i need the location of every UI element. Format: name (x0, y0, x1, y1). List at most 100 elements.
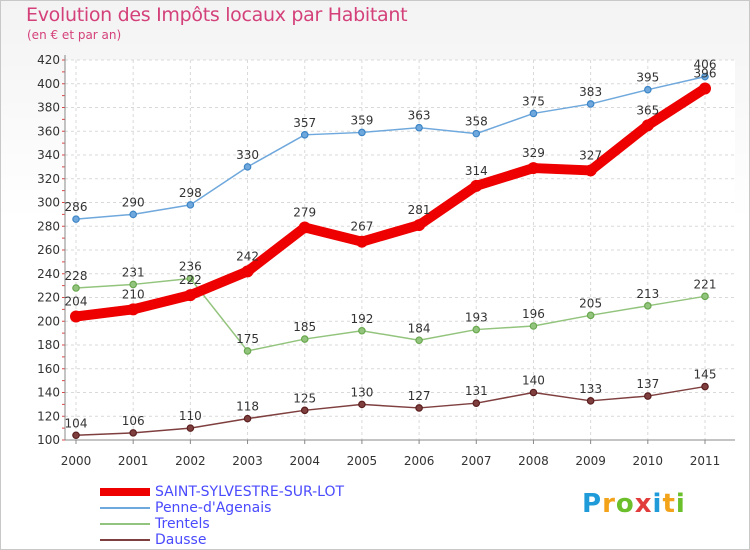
data-label-penne-d-agenais: 395 (636, 71, 659, 85)
y-tick-label: 340 (37, 148, 60, 162)
data-point-dausse (72, 431, 80, 440)
data-point-dausse (129, 429, 137, 437)
data-point-trentels (415, 336, 423, 345)
data-point-penne-d-agenais (186, 201, 195, 209)
data-label-trentels: 231 (122, 265, 145, 279)
data-label-trentels: 184 (408, 321, 431, 335)
y-tick-label: 420 (37, 53, 60, 67)
data-label-trentels: 221 (694, 277, 717, 291)
data-point-penne-d-agenais (529, 109, 538, 118)
data-point-penne-d-agenais (358, 128, 366, 137)
data-point-saint-sylvestre-sur-lot (70, 310, 82, 323)
x-tick-label: 2010 (633, 454, 664, 468)
series-line-saint-sylvestre-sur-lot (71, 83, 710, 322)
data-point-saint-sylvestre-sur-lot (127, 303, 140, 316)
data-point-penne-d-agenais (243, 163, 252, 171)
data-point-dausse (586, 397, 595, 405)
data-point-penne-d-agenais (586, 100, 595, 108)
data-label-trentels: 175 (236, 332, 259, 346)
series-line-penne-d-agenais (75, 75, 706, 220)
data-label-penne-d-agenais: 290 (122, 195, 145, 209)
x-tick-label: 2006 (404, 454, 435, 468)
data-label-dausse: 131 (465, 384, 488, 398)
legend-swatch (100, 523, 150, 525)
data-point-saint-sylvestre-sur-lot (641, 119, 654, 132)
y-tick-label: 100 (37, 433, 60, 447)
logo-letter: t (662, 489, 676, 519)
logo-letter: i (652, 489, 663, 519)
data-point-saint-sylvestre-sur-lot (584, 164, 597, 177)
data-label-saint-sylvestre-sur-lot: 327 (579, 148, 602, 162)
y-tick-label: 260 (37, 243, 60, 257)
data-point-trentels (72, 284, 80, 292)
data-point-trentels (472, 325, 481, 334)
data-point-trentels (243, 347, 252, 355)
data-label-dausse: 125 (293, 391, 316, 405)
data-point-dausse (644, 392, 652, 400)
x-tick-label: 2009 (575, 454, 606, 468)
data-label-saint-sylvestre-sur-lot: 329 (522, 146, 545, 160)
data-label-saint-sylvestre-sur-lot: 204 (65, 295, 88, 309)
data-label-trentels: 228 (65, 269, 88, 283)
logo-letter: P (582, 489, 603, 519)
data-point-saint-sylvestre-sur-lot (527, 162, 540, 175)
legend-swatch (100, 539, 150, 541)
data-label-penne-d-agenais: 406 (694, 58, 717, 72)
legend-label: Dausse (155, 532, 207, 548)
data-label-saint-sylvestre-sur-lot: 314 (465, 164, 488, 178)
data-label-saint-sylvestre-sur-lot: 210 (122, 287, 145, 301)
data-label-trentels: 213 (636, 287, 659, 301)
legend-swatch (100, 488, 150, 496)
legend-swatch (100, 507, 150, 509)
data-point-dausse (186, 424, 195, 432)
x-tick-label: 2007 (461, 454, 492, 468)
data-point-trentels (129, 280, 137, 289)
data-point-penne-d-agenais (644, 85, 652, 94)
data-point-trentels (586, 311, 595, 320)
data-label-penne-d-agenais: 286 (65, 200, 88, 214)
data-label-dausse: 133 (579, 382, 602, 396)
data-label-penne-d-agenais: 298 (179, 186, 202, 200)
series-line-dausse (75, 385, 706, 436)
data-label-dausse: 145 (694, 368, 717, 382)
chart-subtitle: (en € et par an) (27, 28, 122, 42)
x-tick-label: 2005 (347, 454, 378, 468)
data-point-trentels (701, 292, 709, 301)
y-tick-label: 240 (37, 267, 60, 281)
y-tick-label: 220 (37, 291, 60, 305)
data-point-dausse (300, 406, 309, 415)
y-tick-label: 120 (37, 409, 60, 423)
data-point-penne-d-agenais (472, 129, 481, 138)
data-label-penne-d-agenais: 359 (350, 113, 373, 127)
x-tick-label: 2003 (232, 454, 263, 468)
data-label-trentels: 193 (465, 311, 488, 325)
data-label-penne-d-agenais: 358 (465, 115, 488, 129)
y-tick-label: 360 (37, 124, 60, 138)
data-point-saint-sylvestre-sur-lot (298, 221, 311, 234)
y-tick-label: 300 (37, 196, 60, 210)
data-point-penne-d-agenais (129, 210, 137, 219)
data-label-trentels: 192 (350, 312, 373, 326)
data-label-saint-sylvestre-sur-lot: 279 (293, 205, 316, 219)
data-point-penne-d-agenais (701, 72, 709, 81)
data-point-dausse (529, 388, 538, 397)
data-label-trentels: 236 (179, 260, 202, 274)
x-tick-label: 2002 (175, 454, 206, 468)
y-tick-label: 160 (37, 362, 60, 376)
data-label-penne-d-agenais: 383 (579, 85, 602, 99)
data-point-trentels (186, 274, 195, 283)
data-label-saint-sylvestre-sur-lot: 222 (179, 273, 202, 287)
data-point-dausse (415, 404, 423, 412)
data-label-dausse: 110 (179, 409, 202, 423)
data-label-saint-sylvestre-sur-lot: 365 (636, 103, 659, 117)
data-point-penne-d-agenais (72, 215, 80, 223)
data-label-trentels: 205 (579, 296, 602, 310)
data-label-dausse: 127 (408, 389, 431, 403)
data-label-trentels: 196 (522, 307, 545, 321)
logo-letter: o (615, 489, 635, 519)
data-label-dausse: 104 (65, 416, 88, 430)
data-label-saint-sylvestre-sur-lot: 281 (408, 203, 431, 217)
data-point-trentels (644, 302, 652, 310)
data-point-penne-d-agenais (415, 123, 423, 132)
